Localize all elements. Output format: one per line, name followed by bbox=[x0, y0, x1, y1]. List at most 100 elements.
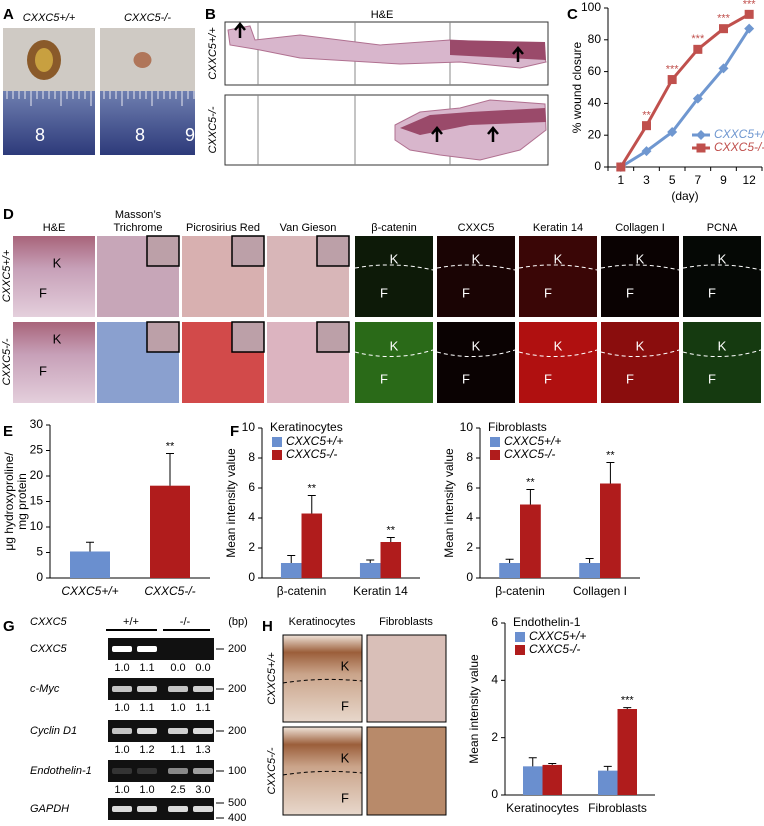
chart-title: Fibroblasts bbox=[488, 420, 547, 434]
tissue-label: K bbox=[390, 338, 399, 353]
panel-title: H&E bbox=[371, 9, 394, 21]
photo-label: CXXC5-/- bbox=[124, 12, 171, 24]
tissue-label: F bbox=[380, 371, 388, 386]
x-tick-label: Keratinocytes bbox=[506, 801, 579, 815]
significance: ** bbox=[307, 482, 316, 494]
x-tick-label: Collagen I bbox=[573, 584, 627, 598]
ruler-label: 8 bbox=[135, 125, 145, 145]
gel-quant: 1.0 bbox=[114, 744, 129, 756]
gel-band bbox=[193, 646, 213, 652]
gel bbox=[108, 678, 214, 700]
column-header: PCNA bbox=[707, 222, 738, 234]
error-bar bbox=[505, 558, 514, 563]
panel-letter: D bbox=[3, 206, 14, 223]
gel-unit: (bp) bbox=[228, 616, 248, 628]
tissue-label: F bbox=[341, 790, 349, 805]
gel-row-label: CXXC5 bbox=[30, 643, 68, 655]
boundary bbox=[518, 264, 598, 271]
y-axis-label: Mean intensity value bbox=[442, 448, 456, 558]
ruler-label: 8 bbox=[35, 125, 45, 145]
gel-group: -/- bbox=[180, 616, 191, 628]
significance: *** bbox=[666, 63, 680, 75]
inset bbox=[231, 235, 265, 267]
legend-label: CXXC5-/- bbox=[529, 642, 580, 656]
inset bbox=[316, 235, 350, 267]
boundary bbox=[682, 264, 762, 271]
tissue-label: K bbox=[472, 251, 481, 266]
error-bar bbox=[623, 707, 632, 709]
bar bbox=[301, 513, 323, 578]
marker bbox=[693, 44, 703, 54]
tissue-label: F bbox=[39, 285, 47, 300]
column-header: Picrosirius Red bbox=[186, 222, 260, 234]
tissue-label: K bbox=[472, 338, 481, 353]
gel-band bbox=[168, 646, 188, 652]
micrograph bbox=[601, 236, 679, 317]
tissue-label: F bbox=[341, 698, 349, 713]
boundary bbox=[436, 349, 516, 358]
micrograph bbox=[366, 634, 447, 723]
boundary bbox=[354, 264, 434, 271]
boundary bbox=[600, 349, 680, 358]
gel-row-label: Endothelin-1 bbox=[30, 765, 92, 777]
error-bar bbox=[606, 462, 615, 484]
legend-label: CXXC5+/+ bbox=[529, 629, 586, 643]
panel-letter: H bbox=[262, 618, 273, 635]
tissue-label: K bbox=[636, 338, 645, 353]
y-tick-label: 15 bbox=[30, 494, 44, 508]
significance: *** bbox=[621, 694, 635, 706]
series-line bbox=[620, 27, 751, 169]
tissue-label: K bbox=[718, 338, 727, 353]
gel-header: CXXC5 bbox=[30, 616, 68, 628]
gel-band bbox=[137, 686, 157, 692]
y-tick-label: 4 bbox=[248, 510, 255, 524]
panel-letter: F bbox=[230, 423, 239, 440]
gel-row-label: GAPDH bbox=[30, 803, 69, 815]
wound bbox=[133, 52, 152, 68]
bar bbox=[359, 563, 381, 578]
y-tick-label: 8 bbox=[248, 450, 255, 464]
significance: *** bbox=[691, 33, 705, 45]
column-header: Masson’s bbox=[115, 209, 162, 221]
inset bbox=[146, 235, 180, 267]
boundary bbox=[682, 349, 762, 358]
y-tick-label: 40 bbox=[588, 96, 602, 110]
significance: *** bbox=[717, 13, 731, 25]
y-tick-label: 0 bbox=[466, 570, 473, 584]
micrograph bbox=[366, 726, 447, 816]
micrograph bbox=[683, 322, 761, 403]
significance: ** bbox=[526, 476, 535, 488]
panel-letter: B bbox=[205, 6, 216, 23]
gel-marker: 200 bbox=[228, 725, 246, 737]
y-tick-label: 6 bbox=[466, 480, 473, 494]
micrograph bbox=[282, 634, 363, 723]
y-tick-label: 10 bbox=[242, 420, 256, 434]
x-axis-label: (day) bbox=[671, 189, 698, 203]
tissue-label: K bbox=[53, 255, 62, 270]
y-tick-label: 80 bbox=[588, 32, 602, 46]
legend-swatch bbox=[272, 437, 282, 447]
marker bbox=[744, 9, 754, 19]
y-tick-label: 30 bbox=[30, 417, 44, 431]
y-tick-label: 5 bbox=[36, 545, 43, 559]
gel-band bbox=[137, 646, 157, 652]
gel-quant: 1.0 bbox=[139, 784, 154, 796]
gel-band bbox=[193, 728, 213, 734]
gel-quant: 1.0 bbox=[114, 702, 129, 714]
y-tick-label: 0 bbox=[594, 159, 601, 173]
legend-swatch bbox=[272, 450, 282, 460]
x-tick-label: 7 bbox=[694, 173, 701, 187]
marker bbox=[719, 24, 728, 34]
gel-quant: 1.0 bbox=[170, 702, 185, 714]
tissue-label: F bbox=[626, 285, 634, 300]
column-header: Keratinocytes bbox=[289, 616, 356, 628]
panel-letter: A bbox=[3, 6, 14, 23]
tissue-label: K bbox=[341, 750, 350, 765]
x-tick-label: Keratin 14 bbox=[353, 584, 408, 598]
panel-letter: C bbox=[567, 6, 578, 23]
photo-label: CXXC5+/+ bbox=[23, 12, 76, 24]
boundary bbox=[518, 349, 598, 358]
boundary bbox=[436, 264, 516, 271]
gel bbox=[108, 720, 214, 742]
tissue-label: F bbox=[626, 371, 634, 386]
